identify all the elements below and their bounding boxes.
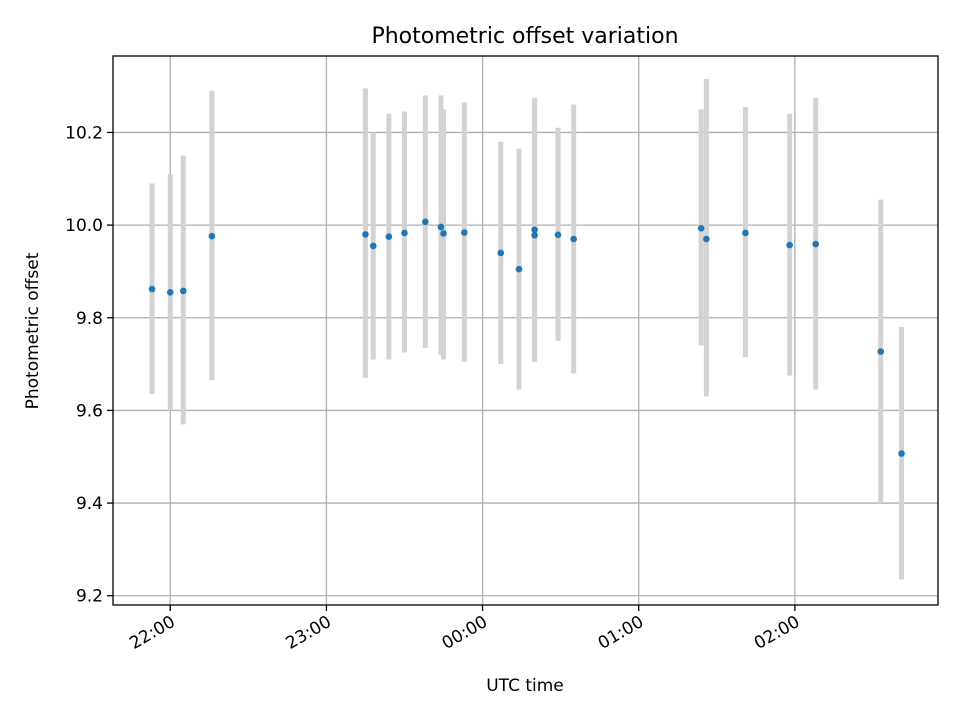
y-tick-label: 10.0 xyxy=(65,216,103,236)
data-point xyxy=(570,235,577,243)
data-point xyxy=(148,285,156,293)
data-point xyxy=(461,229,468,236)
data-point xyxy=(385,233,393,240)
data-point xyxy=(898,450,905,457)
error-bars xyxy=(149,79,905,580)
data-point xyxy=(401,229,408,237)
y-tick-label: 10.2 xyxy=(65,123,103,143)
x-tick-label: 23:00 xyxy=(282,612,334,654)
data-point xyxy=(812,240,819,248)
y-tick-label: 9.4 xyxy=(76,494,103,514)
plot-frame xyxy=(112,55,939,606)
y-tick-label: 9.6 xyxy=(76,401,103,421)
data-points xyxy=(148,218,905,457)
data-point xyxy=(208,232,216,240)
x-tick-label: 00:00 xyxy=(439,612,491,654)
data-point xyxy=(703,235,710,243)
data-point xyxy=(369,242,377,250)
y-axis-label: Photometric offset xyxy=(23,252,43,409)
data-point xyxy=(786,241,793,249)
data-point xyxy=(697,225,705,232)
y-tick-label: 9.8 xyxy=(76,309,103,329)
x-axis: 22:00 23:00 00:00 01:00 02:00 xyxy=(126,605,803,654)
x-axis-label: UTC time xyxy=(486,676,564,696)
data-point xyxy=(166,288,174,296)
x-tick-label: 02:00 xyxy=(751,612,803,654)
data-point xyxy=(179,287,187,295)
data-point xyxy=(440,230,447,237)
data-point xyxy=(531,231,538,239)
grid xyxy=(113,56,938,605)
data-point xyxy=(742,229,749,237)
data-point xyxy=(422,218,429,226)
data-point xyxy=(515,265,523,273)
x-tick-label: 22:00 xyxy=(126,612,178,654)
data-point xyxy=(437,223,445,231)
data-point xyxy=(362,231,369,238)
data-point xyxy=(497,249,505,257)
chart-title: Photometric offset variation xyxy=(371,24,678,49)
data-point xyxy=(554,231,562,239)
y-axis: 9.2 9.4 9.6 9.8 10.0 10.2 xyxy=(65,123,113,607)
data-point xyxy=(531,226,538,234)
y-tick-label: 9.2 xyxy=(76,587,103,607)
x-tick-label: 01:00 xyxy=(595,612,647,654)
data-point xyxy=(877,348,885,355)
